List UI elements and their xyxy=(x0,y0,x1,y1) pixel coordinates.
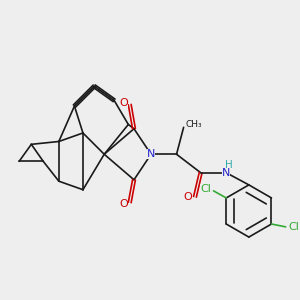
Text: N: N xyxy=(147,149,155,159)
Text: H: H xyxy=(225,160,232,170)
Text: Cl: Cl xyxy=(289,222,300,232)
Text: Cl: Cl xyxy=(200,184,211,194)
Text: N: N xyxy=(222,168,230,178)
Text: O: O xyxy=(120,98,128,108)
Text: CH₃: CH₃ xyxy=(186,120,202,129)
Text: O: O xyxy=(120,199,128,209)
Text: O: O xyxy=(184,192,192,202)
